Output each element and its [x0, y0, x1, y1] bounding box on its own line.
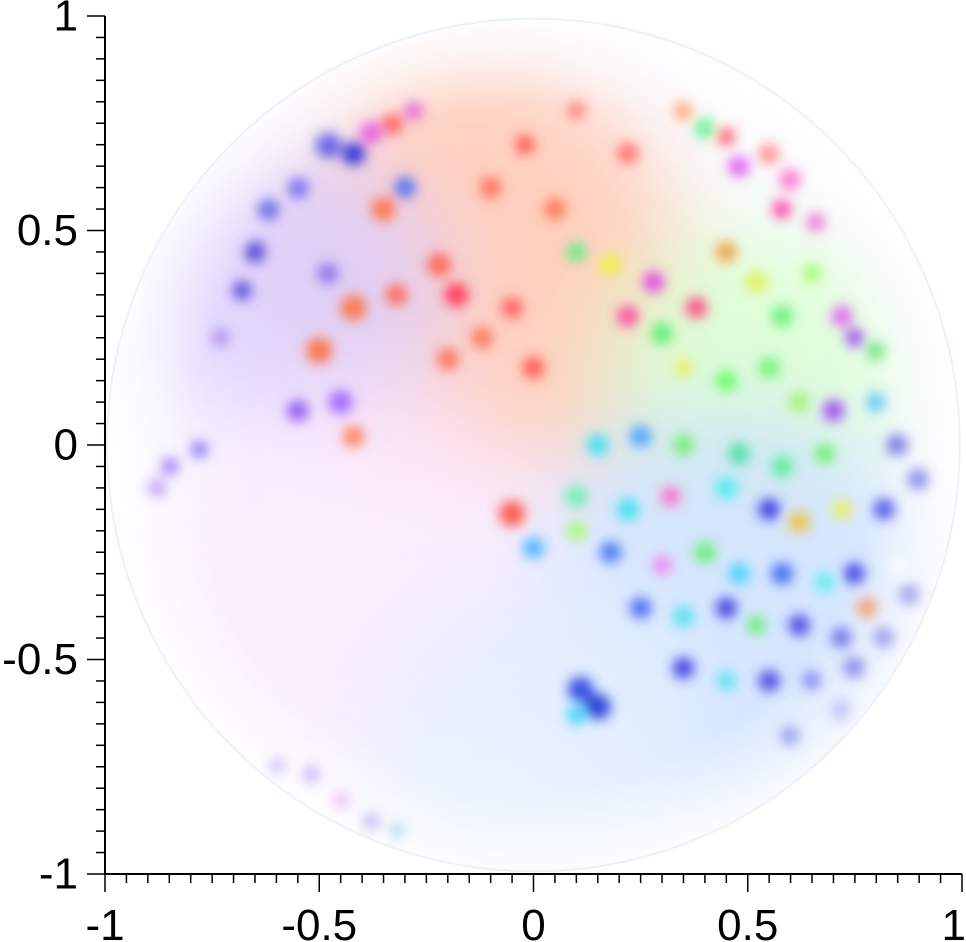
disk-clip-group [107, 18, 960, 872]
y-tick-label: -1 [39, 850, 78, 899]
x-tick-label: 0 [521, 901, 545, 942]
y-tick-label: 0 [54, 421, 78, 470]
x-tick-label: -0.5 [281, 901, 357, 942]
y-tick-label: 0.5 [17, 206, 78, 255]
x-tick-label: -1 [85, 901, 124, 942]
y-axis-ticks [87, 15, 105, 875]
disk-boundary [106, 17, 961, 873]
disk-plot-area [106, 17, 961, 873]
y-tick-label: 1 [54, 0, 78, 41]
disk-edge-fade [107, 18, 960, 872]
x-axis-ticks [104, 874, 963, 892]
y-axis-tick-labels: 1 0.5 0 -0.5 -1 [2, 0, 78, 899]
x-tick-label: 1 [942, 901, 966, 942]
y-tick-label: -0.5 [2, 635, 78, 684]
x-tick-label: 0.5 [717, 901, 778, 942]
x-axis-tick-labels: -1 -0.5 0 0.5 1 [85, 901, 966, 942]
